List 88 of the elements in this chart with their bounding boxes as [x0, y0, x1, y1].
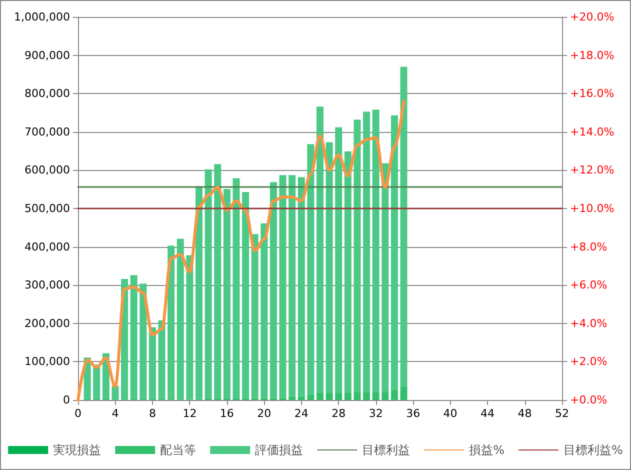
x-tick-label: 48: [518, 407, 532, 420]
y-tick-label: 900,000: [24, 48, 70, 62]
bar: [372, 392, 380, 400]
bar: [232, 178, 240, 398]
x-tick-label: 40: [443, 407, 458, 420]
y2-tick-label: +12.0%: [570, 164, 614, 177]
bar: [168, 246, 175, 400]
legend-label: 評価損益: [255, 443, 304, 457]
bar: [298, 177, 305, 396]
bar: [158, 320, 166, 400]
legend-label: 損益%: [469, 443, 505, 457]
y2-tick-label: +10.0%: [570, 202, 614, 215]
bar: [196, 186, 202, 400]
x-tick-label: 52: [555, 407, 569, 420]
bar: [176, 238, 184, 400]
bar: [316, 392, 324, 400]
x-tick-label: 20: [257, 407, 272, 420]
legend-label: 配当等: [160, 443, 196, 457]
y2-tick-label: +0.0%: [570, 394, 608, 406]
bar: [335, 392, 342, 400]
bar: [326, 142, 333, 392]
bar: [242, 192, 250, 398]
y2-tick-label: +2.0%: [570, 355, 608, 368]
y2-tick-label: +18.0%: [570, 48, 614, 62]
y-tick-label: 700,000: [24, 125, 70, 138]
y-tick-label: 1,000,000: [14, 10, 70, 24]
y-tick-label: 300,000: [24, 278, 70, 292]
legend-label: 目標利益%: [564, 443, 623, 457]
bar: [93, 364, 100, 400]
bar: [288, 175, 296, 396]
bar: [316, 106, 324, 392]
x-tick-label: 12: [182, 407, 197, 420]
y2-tick-label: +20.0%: [570, 10, 614, 24]
bar: [260, 223, 268, 398]
bar: [204, 169, 212, 398]
y-tick-label: 100,000: [24, 355, 70, 368]
y2-tick-label: +6.0%: [570, 278, 608, 292]
x-tick-label: 44: [480, 407, 495, 420]
bar: [335, 127, 342, 392]
bar: [270, 182, 277, 398]
bar: [279, 175, 286, 398]
bar: [148, 327, 156, 400]
bar: [363, 112, 370, 392]
y-tick-label: 400,000: [24, 240, 70, 254]
bar: [130, 275, 138, 400]
line-series: [76, 100, 406, 402]
y-tick-label: 0: [63, 394, 70, 406]
x-tick-label: 28: [332, 407, 346, 420]
x-tick-label: 16: [220, 407, 234, 420]
bar: [382, 392, 389, 400]
bar: [344, 151, 352, 392]
bar: [400, 386, 408, 400]
bar: [112, 386, 119, 400]
x-tick-label: 0: [74, 407, 82, 420]
y2-tick-label: +16.0%: [570, 87, 614, 100]
x-tick-label: 4: [112, 407, 119, 420]
bar: [354, 392, 361, 400]
bar: [326, 392, 333, 400]
y2-tick-label: +14.0%: [570, 125, 614, 138]
x-tick-label: 36: [406, 407, 420, 420]
y2-tick-label: +4.0%: [570, 316, 608, 330]
bar: [400, 66, 408, 387]
x-tick-label: 24: [294, 407, 308, 420]
legend-label: 実現損益: [53, 443, 102, 457]
bar: [390, 389, 398, 400]
y-tick-label: 200,000: [24, 316, 70, 330]
bar: [288, 396, 296, 400]
bar: [251, 234, 258, 398]
bar: [186, 255, 194, 400]
bar: [363, 392, 370, 400]
bar: [354, 120, 361, 392]
y-tick-label: 500,000: [24, 202, 70, 215]
y2-tick-label: +8.0%: [570, 240, 608, 254]
x-tick-label: 8: [148, 407, 156, 420]
x-tick-label: 32: [368, 407, 383, 420]
legend-label: 目標利益: [362, 443, 410, 457]
bar: [382, 163, 389, 392]
bar: [298, 396, 305, 400]
y-tick-label: 800,000: [24, 87, 70, 100]
bar: [390, 115, 398, 390]
bar: [214, 164, 222, 398]
bar: [344, 392, 352, 400]
bar: [140, 284, 147, 400]
bar: [307, 395, 314, 400]
bar: [223, 188, 230, 398]
y-tick-label: 600,000: [24, 164, 70, 177]
bar: [372, 110, 380, 392]
bar: [307, 144, 314, 396]
